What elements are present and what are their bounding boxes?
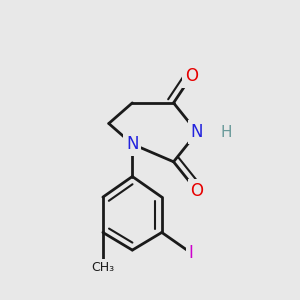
Text: CH₃: CH₃	[91, 261, 115, 274]
Text: O: O	[185, 68, 198, 85]
Text: H: H	[221, 125, 232, 140]
Text: I: I	[189, 244, 194, 262]
Text: O: O	[190, 182, 204, 200]
Text: N: N	[126, 135, 139, 153]
Text: N: N	[191, 123, 203, 141]
